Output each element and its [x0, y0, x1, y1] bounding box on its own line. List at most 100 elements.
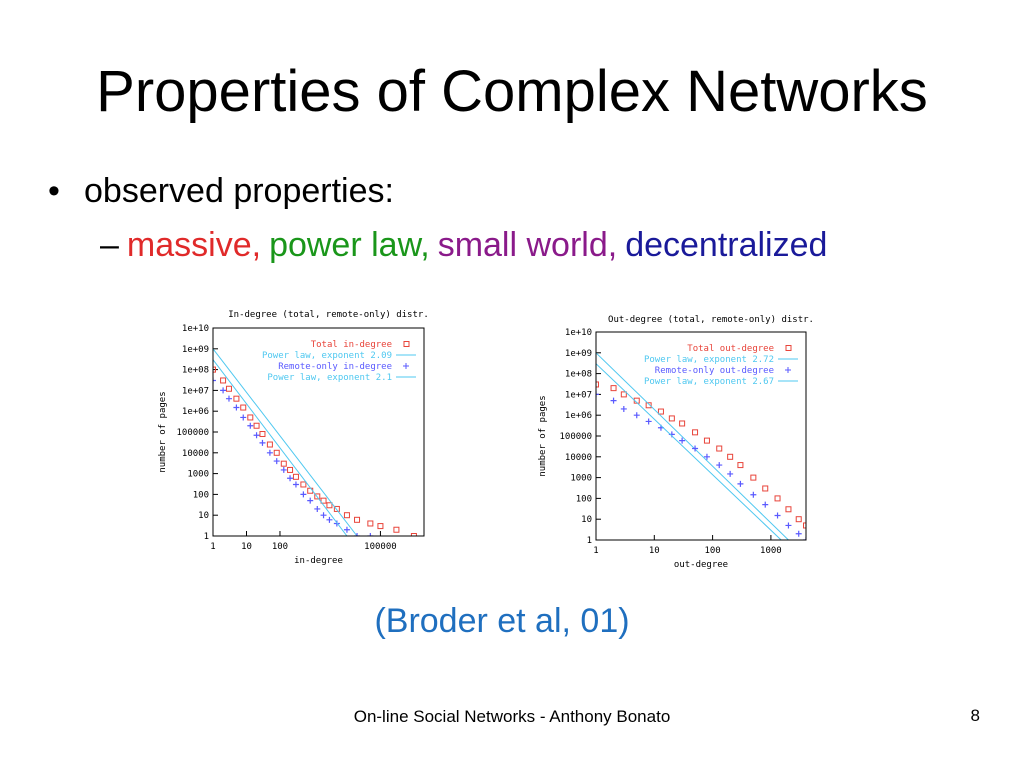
page-number: 8 — [970, 706, 980, 725]
point — [657, 408, 664, 415]
point — [213, 377, 216, 384]
bullet-text: observed properties: — [84, 172, 394, 210]
chart-title: Out-degree (total, remote-only) distr. — [608, 315, 814, 325]
point — [774, 495, 781, 502]
legend-swatch — [785, 345, 792, 351]
point — [785, 506, 792, 513]
x-tick-label: 100000 — [364, 542, 397, 552]
y-tick-label: 1e+08 — [182, 366, 209, 376]
sub-item: decentralized — [625, 226, 828, 264]
point — [620, 391, 627, 398]
y-tick-label: 1 — [587, 536, 592, 546]
legend-label: Remote-only in-degree — [278, 362, 392, 372]
point — [620, 405, 627, 412]
point — [266, 449, 273, 456]
point — [307, 497, 314, 504]
point — [645, 402, 652, 409]
point — [703, 437, 710, 444]
x-tick-label: 100 — [272, 542, 288, 552]
plot-area — [596, 352, 806, 540]
y-axis-label: number of pages — [538, 395, 548, 476]
legend-swatch — [403, 363, 409, 369]
chart-title: In-degree (total, remote-only) distr. — [228, 310, 428, 320]
chart: Out-degree (total, remote-only) distr. nu… — [538, 315, 814, 570]
y-tick-label: 100000 — [176, 428, 209, 438]
point — [596, 381, 599, 388]
point — [679, 420, 686, 427]
y-tick-label: 1e+07 — [565, 390, 592, 400]
point — [716, 445, 723, 452]
point — [610, 385, 617, 392]
point — [692, 429, 699, 436]
sub-item: massive, — [126, 226, 262, 264]
point — [333, 505, 340, 512]
chart: In-degree (total, remote-only) distr. num… — [158, 310, 429, 566]
plot-area — [213, 348, 417, 536]
point — [287, 475, 294, 482]
point — [220, 387, 227, 394]
x-tick-label: 1 — [593, 546, 598, 556]
legend-label: Remote-only out-degree — [655, 366, 774, 376]
y-tick-label: 1e+09 — [565, 349, 592, 359]
x-tick-label: 1 — [210, 542, 215, 552]
sub-bullet: – massive, power law, small world, decentral… — [100, 226, 835, 265]
point — [367, 520, 374, 527]
point — [737, 480, 744, 487]
point — [668, 415, 675, 422]
point — [300, 491, 307, 498]
power-law-line — [213, 348, 358, 536]
citation: (Broder et al, 01) — [374, 602, 630, 640]
plot-border — [212, 327, 425, 537]
point — [803, 522, 806, 529]
legend-label: Total out-degree — [687, 344, 774, 354]
y-tick-label: 100 — [193, 490, 209, 500]
y-tick-label: 1e+06 — [565, 411, 592, 421]
point — [247, 414, 254, 421]
point — [300, 481, 307, 488]
point — [762, 501, 769, 508]
legend-swatch — [785, 367, 791, 373]
sub-item: power law, — [269, 226, 430, 264]
point — [287, 466, 294, 473]
point — [727, 453, 734, 460]
point — [314, 505, 321, 512]
legend-label: Power law, exponent 2.09 — [262, 351, 392, 361]
point — [320, 512, 327, 519]
sub-item: small world, — [437, 226, 618, 264]
point — [225, 385, 232, 392]
y-tick-label: 10 — [581, 515, 592, 525]
point — [259, 431, 266, 438]
point — [320, 497, 327, 504]
point — [326, 516, 333, 523]
plot-border — [595, 331, 807, 541]
point — [343, 526, 350, 533]
point — [247, 422, 254, 429]
footer: On-line Social Networks - Anthony Bonato — [353, 707, 671, 726]
y-tick-label: 10000 — [565, 453, 592, 463]
y-tick-label: 10 — [198, 511, 209, 521]
point — [354, 516, 361, 523]
point — [343, 512, 350, 519]
legend-label: Power law, exponent 2.72 — [644, 355, 774, 365]
power-law-line — [596, 352, 789, 540]
point — [273, 458, 280, 465]
y-tick-label: 1e+09 — [182, 345, 209, 355]
x-tick-label: 1000 — [760, 546, 782, 556]
point — [367, 533, 374, 536]
point — [795, 530, 802, 537]
point — [610, 397, 617, 404]
y-tick-label: 1000 — [187, 470, 209, 480]
y-tick-label: 10000 — [182, 449, 209, 459]
point — [213, 366, 216, 373]
power-law-line — [596, 363, 782, 540]
legend-swatch — [403, 341, 410, 347]
y-tick-label: 1e+07 — [182, 386, 209, 396]
point — [314, 493, 321, 500]
dash: – — [100, 226, 119, 264]
legend-label: Power law, exponent 2.67 — [644, 377, 774, 387]
point — [273, 449, 280, 456]
point — [225, 395, 232, 402]
point — [220, 377, 227, 384]
point — [253, 432, 260, 439]
